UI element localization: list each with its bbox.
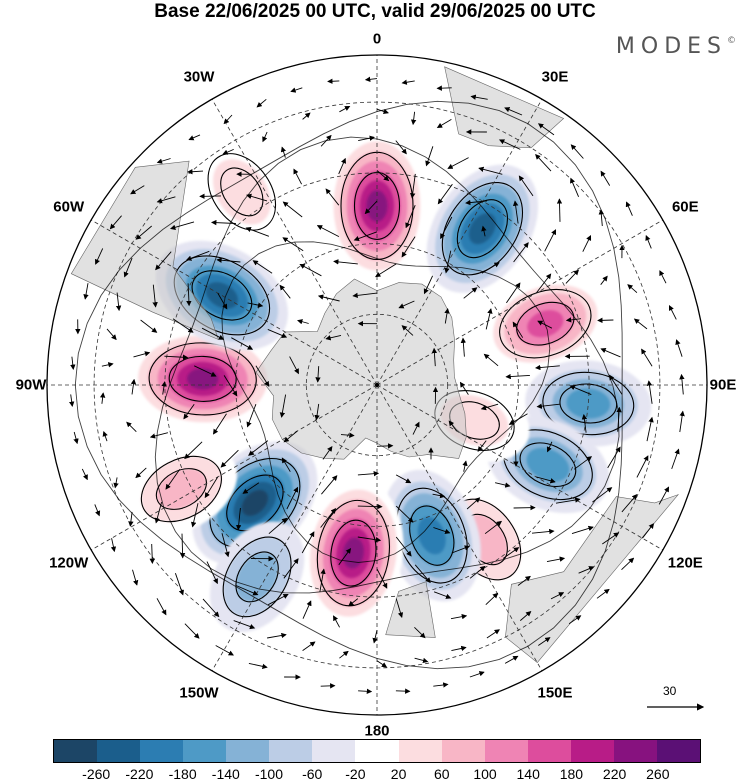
longitude-label-120e: 120E	[668, 555, 703, 572]
colorbar-tick-label: 60	[434, 766, 450, 782]
colorbar-segment	[54, 740, 97, 762]
colorbar-tick-label: -20	[345, 766, 365, 782]
longitude-label-0: 0	[373, 31, 381, 48]
colorbar-segment	[657, 740, 700, 762]
wind-vector	[358, 506, 382, 507]
colorbar-tick-label: -60	[302, 766, 322, 782]
colorbar-tick-label: -260	[82, 766, 110, 782]
colorbar-tick-label: 140	[517, 766, 540, 782]
colorbar-tick-label: -140	[212, 766, 240, 782]
wind-vector	[328, 81, 339, 82]
colorbar-segment	[140, 740, 183, 762]
colorbar-tick-label: 220	[603, 766, 626, 782]
colorbar-segment	[97, 740, 140, 762]
longitude-label-60w: 60W	[53, 199, 84, 216]
colorbar-segment	[614, 740, 657, 762]
wind-vector	[377, 446, 393, 447]
colorbar-tick-label: 20	[391, 766, 407, 782]
colorbar-segment	[183, 740, 226, 762]
pole-marker	[375, 383, 379, 387]
colorbar-tick-label: 180	[560, 766, 583, 782]
colorbar	[53, 739, 701, 763]
longitude-label-90w: 90W	[16, 377, 47, 394]
colorbar-tick-label: -100	[255, 766, 283, 782]
wind-vector	[396, 691, 410, 692]
longitude-label-60e: 60E	[672, 199, 699, 216]
longitude-label-180: 180	[364, 723, 389, 740]
colorbar-tick-label: -180	[169, 766, 197, 782]
colorbar-segment	[528, 740, 571, 762]
colorbar-ticks: -260 -220 -180 -140 -100 -60 -20 20 60 100 140 180 2…	[0, 766, 750, 784]
colorbar-segment	[269, 740, 312, 762]
colorbar-segment	[442, 740, 485, 762]
reference-vector-label: 30	[663, 684, 676, 698]
longitude-label-150w: 150W	[179, 685, 218, 702]
wind-vector	[321, 686, 335, 687]
longitude-label-90e: 90E	[710, 377, 737, 394]
wind-vector	[559, 199, 560, 222]
longitude-label-120w: 120W	[49, 555, 88, 572]
colorbar-segment	[485, 740, 528, 762]
colorbar-tick-label: 260	[646, 766, 669, 782]
colorbar-segment	[355, 740, 398, 762]
wind-vector	[200, 196, 221, 197]
wind-vector	[437, 88, 451, 89]
longitude-label-30w: 30W	[184, 68, 215, 85]
polar-map	[0, 0, 750, 735]
colorbar-segment	[571, 740, 614, 762]
colorbar-segment	[312, 740, 355, 762]
colorbar-segment	[226, 740, 269, 762]
colorbar-tick-label: -220	[125, 766, 153, 782]
wind-vector	[598, 320, 613, 321]
longitude-label-30e: 30E	[542, 68, 569, 85]
longitude-label-150e: 150E	[537, 685, 572, 702]
colorbar-tick-label: 100	[473, 766, 496, 782]
colorbar-segment	[399, 740, 442, 762]
